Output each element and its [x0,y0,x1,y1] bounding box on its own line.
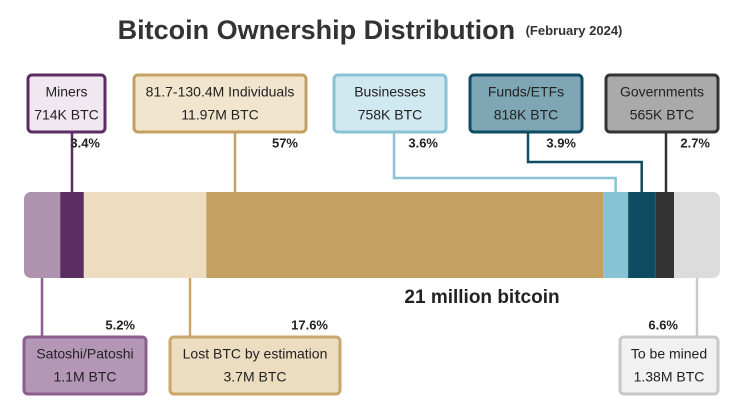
bar-segment [655,192,675,278]
segment-amount: 758K BTC [358,107,423,123]
label-box [22,335,148,396]
bar-segment [674,192,720,278]
label-box [132,73,308,134]
segment-name: Businesses [354,84,426,100]
percent-label: 3.6% [408,135,438,150]
segment-amount: 1.1M BTC [53,369,116,385]
percent-label: 2.7% [680,135,710,150]
bar-segment [603,192,629,278]
segment-amount: 818K BTC [494,107,559,123]
segment-amount: 11.97M BTC [181,107,259,123]
percent-label: 6.6% [648,317,678,332]
connector [392,132,617,192]
segment-amount: 1.38M BTC [634,369,705,385]
bar-segment [206,192,604,278]
label-box [332,73,448,134]
label-box [468,73,584,134]
percent-label: 17.6% [291,317,328,332]
label-box [604,73,720,134]
chart-subtitle: (February 2024) [526,23,623,38]
segment-name: Governments [620,84,704,100]
segment-name: Satoshi/Patoshi [36,346,133,362]
percent-label: 5.2% [105,317,135,332]
bar-segment [60,192,84,278]
segment-name: Lost BTC by estimation [183,346,328,362]
label-box [26,73,107,134]
percent-label: 57% [272,135,298,150]
connector [526,132,643,192]
chart-title-group: Bitcoin Ownership Distribution (February… [118,15,623,45]
segment-name: To be mined [631,346,707,362]
bar-segment [24,192,61,278]
percent-label: 3.9% [546,135,576,150]
bar-segment [83,192,207,278]
segment-amount: 714K BTC [34,107,99,123]
percent-label: 3.4% [70,135,100,150]
label-box [168,335,342,396]
segment-name: 81.7-130.4M Individuals [146,84,295,100]
segment-name: Funds/ETFs [488,84,564,100]
label-box [618,335,720,396]
segment-amount: 3.7M BTC [223,369,286,385]
bar-segment [628,192,656,278]
total-label: 21 million bitcoin [404,287,559,308]
segment-amount: 565K BTC [630,107,695,123]
segment-name: Miners [45,84,87,100]
chart-title: Bitcoin Ownership Distribution [118,15,516,45]
